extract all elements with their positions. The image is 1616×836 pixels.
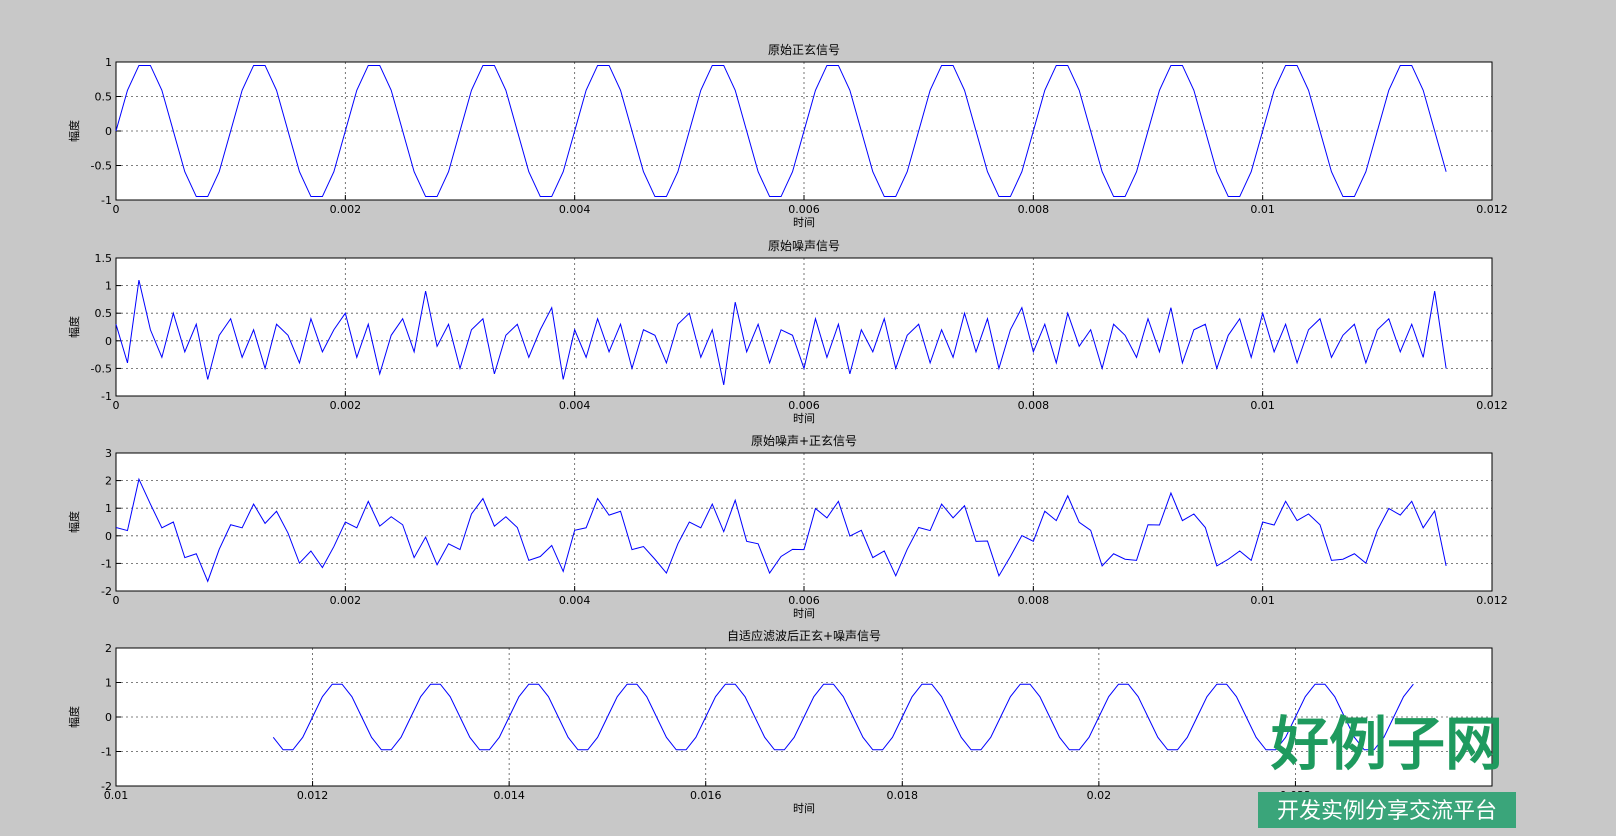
logo-background <box>1258 792 1516 828</box>
y-tick-label: 0.5 <box>95 307 113 320</box>
x-tick-label: 0.002 <box>330 203 362 216</box>
y-tick-label: -0.5 <box>91 362 112 375</box>
x-tick-label: 0.002 <box>330 594 362 607</box>
x-axis-label: 时间 <box>793 412 815 425</box>
chart-title: 自适应滤波后正玄+噪声信号 <box>727 628 881 643</box>
y-tick-label: -1 <box>101 194 112 207</box>
axes-border <box>115 257 1493 397</box>
x-tick-label: 0.018 <box>887 789 919 802</box>
x-tick-label: 0.01 <box>1250 399 1275 412</box>
y-tick-label: -0.5 <box>91 160 112 173</box>
y-tick-label: -2 <box>101 585 112 598</box>
x-tick-label: 0.006 <box>788 399 820 412</box>
y-tick-label: 1 <box>105 677 112 690</box>
x-tick-label: 0.006 <box>788 594 820 607</box>
axes-border <box>115 452 1493 592</box>
y-tick-label: -1 <box>101 390 112 403</box>
y-tick-label: -1 <box>101 746 112 759</box>
y-tick-label: 0.5 <box>95 91 113 104</box>
y-tick-label: 0 <box>105 125 112 138</box>
x-tick-label: 0.012 <box>297 789 329 802</box>
x-tick-label: 0.004 <box>559 594 591 607</box>
x-tick-label: 0.02 <box>1087 789 1112 802</box>
x-tick-label: 0.01 <box>104 789 129 802</box>
x-tick-label: 0 <box>113 399 120 412</box>
y-tick-label: 1 <box>105 502 112 515</box>
x-tick-label: 0.012 <box>1476 203 1508 216</box>
y-axis-label: 幅度 <box>67 120 81 142</box>
data-line <box>115 279 1447 386</box>
chart-title: 原始噪声+正玄信号 <box>751 433 857 448</box>
y-tick-label: 0 <box>105 530 112 543</box>
x-tick-label: 0 <box>113 203 120 216</box>
x-tick-label: 0.008 <box>1018 399 1050 412</box>
x-tick-label: 0.012 <box>1476 399 1508 412</box>
y-axis-label: 幅度 <box>67 511 81 533</box>
y-tick-label: 2 <box>105 642 112 655</box>
x-tick-label: 0.006 <box>788 203 820 216</box>
y-tick-label: 1 <box>105 56 112 69</box>
data-line <box>115 477 1447 583</box>
x-axis-label: 时间 <box>793 802 815 815</box>
y-tick-label: -2 <box>101 780 112 793</box>
chart-title: 原始正玄信号 <box>768 42 840 57</box>
x-tick-label: 0.004 <box>559 399 591 412</box>
y-tick-label: 2 <box>105 475 112 488</box>
data-line <box>115 64 1447 198</box>
y-tick-label: 1.5 <box>95 252 113 265</box>
axes-border <box>115 647 1493 787</box>
y-tick-label: 0 <box>105 335 112 348</box>
y-tick-label: -1 <box>101 557 112 570</box>
logo-text: 好例子网 <box>1270 710 1503 778</box>
x-tick-label: 0.014 <box>493 789 525 802</box>
chart-title: 原始噪声信号 <box>768 239 840 253</box>
x-tick-label: 0.002 <box>330 399 362 412</box>
x-tick-label: 0.01 <box>1250 594 1275 607</box>
x-tick-label: 0.012 <box>1476 594 1508 607</box>
data-line <box>272 683 1414 751</box>
x-tick-label: 0.016 <box>690 789 722 802</box>
y-tick-label: 0 <box>105 711 112 724</box>
x-axis-label: 时间 <box>793 607 815 620</box>
x-tick-label: 0.008 <box>1018 203 1050 216</box>
y-axis-label: 幅度 <box>67 316 81 338</box>
y-tick-label: 1 <box>105 280 112 293</box>
x-tick-label: 0.008 <box>1018 594 1050 607</box>
x-tick-label: 0 <box>113 594 120 607</box>
x-tick-label: 0.004 <box>559 203 591 216</box>
y-axis-label: 幅度 <box>67 706 81 728</box>
x-tick-label: 0.01 <box>1250 203 1275 216</box>
logo-slogan: 开发实例分享交流平台 <box>1277 799 1497 824</box>
x-axis-label: 时间 <box>793 216 815 229</box>
y-tick-label: 3 <box>105 447 112 460</box>
